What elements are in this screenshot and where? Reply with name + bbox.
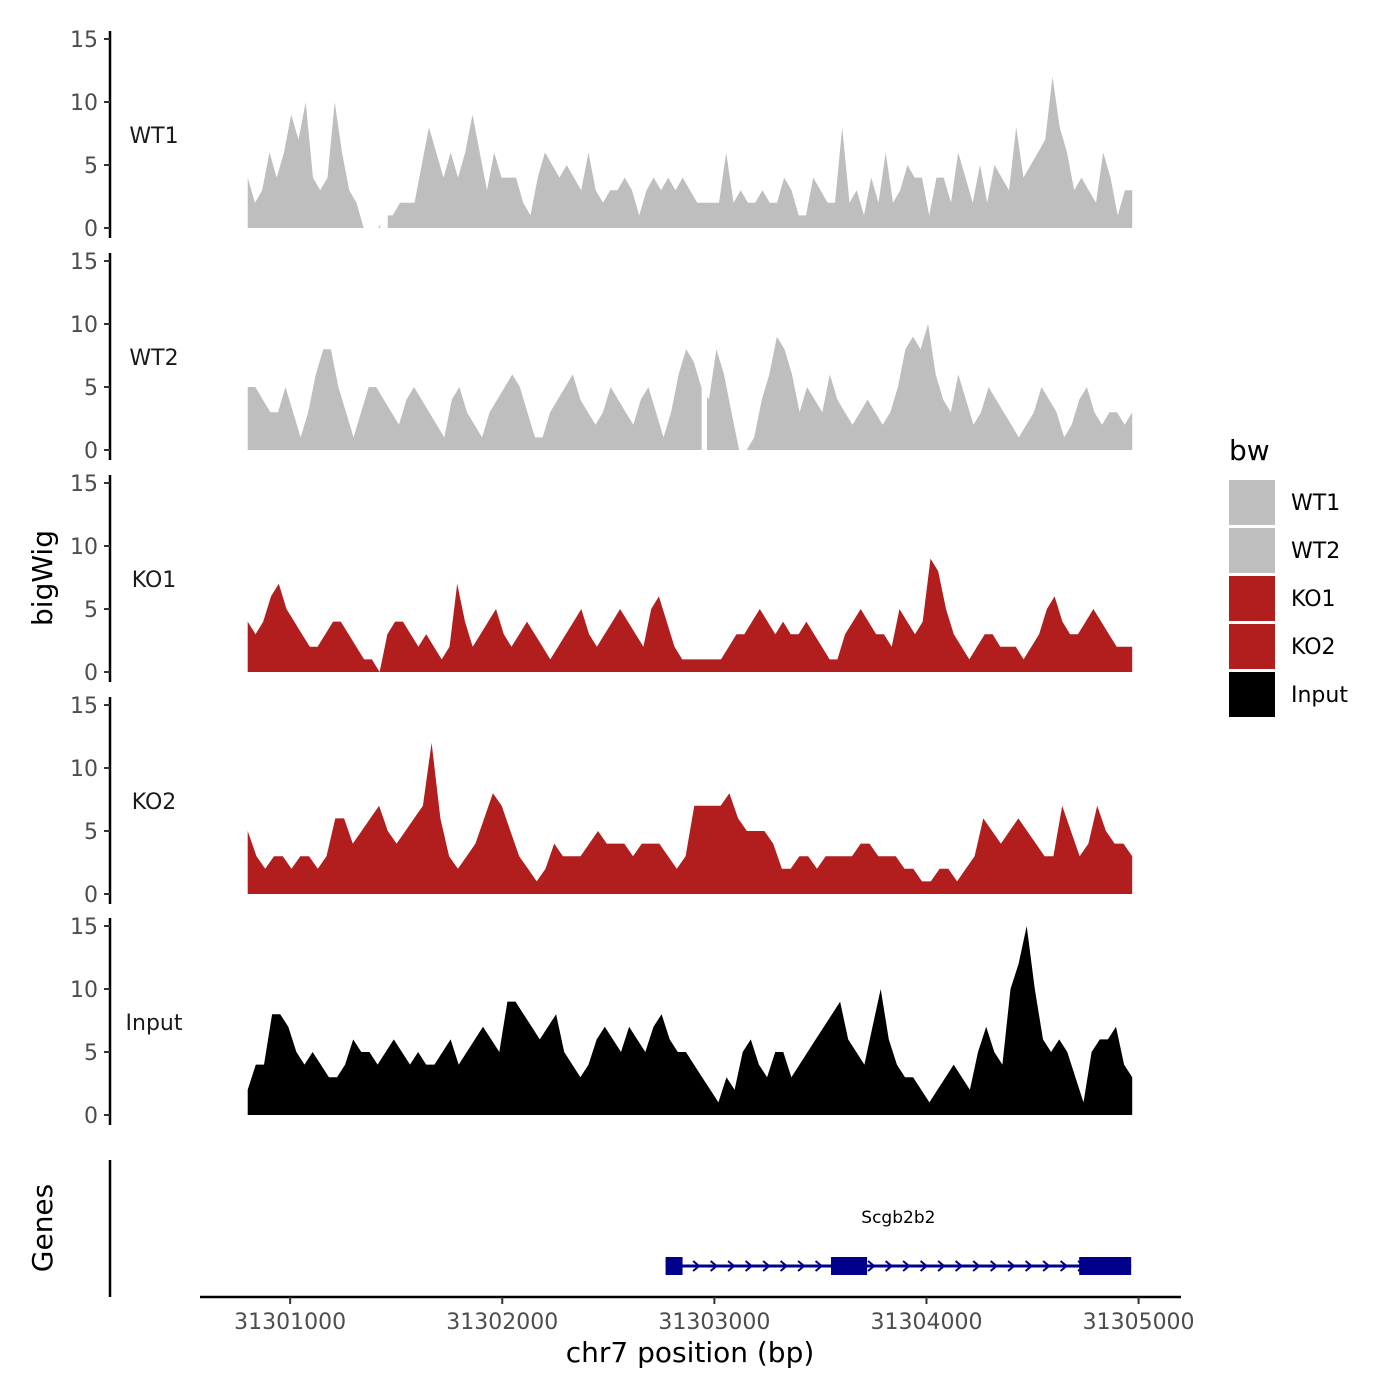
track-ko2: 0 5 10 15 KO2	[70, 694, 1133, 908]
y-tick-label: 5	[84, 1041, 98, 1066]
strand-arrow	[1007, 1260, 1016, 1272]
legend-key-ko2	[1229, 624, 1275, 669]
coverage-area-ko2	[247, 742, 1133, 894]
strand-arrow	[902, 1260, 911, 1272]
legend-label-ko1: KO1	[1291, 587, 1336, 612]
y-tick-label: 10	[70, 91, 98, 116]
strand-arrow	[1042, 1260, 1051, 1272]
gene-track: Scgb2b2	[108, 1160, 1132, 1297]
y-tick-label: 0	[84, 1104, 98, 1129]
strand-arrow	[954, 1260, 964, 1272]
strand-arrow	[692, 1260, 701, 1272]
coverage-gap	[701, 253, 707, 451]
y-tick-label: 15	[70, 250, 98, 275]
y-tick-label: 15	[70, 694, 98, 719]
coverage-area-input	[247, 926, 1133, 1115]
y-tick-label: 5	[84, 154, 98, 179]
coverage-area-wt1	[247, 76, 1133, 228]
strand-arrow	[937, 1260, 946, 1272]
strand-arrow	[762, 1260, 771, 1272]
coverage-tracks: 0 5 10 15 WT1 0 5 10 15 WT2 0 5 10 15 KO1 0 5 10 15 KO2 0 5 10…	[70, 28, 1133, 1129]
strand-arrow	[919, 1260, 929, 1272]
strand-arrow	[814, 1260, 824, 1272]
legend-label-wt1: WT1	[1291, 491, 1340, 516]
y-tick-label: 10	[70, 313, 98, 338]
y-tick-label: 15	[70, 472, 98, 497]
legend-title: bw	[1229, 434, 1270, 467]
y-tick-label: 5	[84, 820, 98, 845]
y-tick-label: 15	[70, 28, 98, 53]
strand-arrow	[1024, 1260, 1034, 1272]
x-axis: 31301000 31302000 31303000 31304000 31305000	[200, 1295, 1195, 1335]
strand-arrow	[884, 1260, 894, 1272]
legend-label-ko2: KO2	[1291, 635, 1336, 660]
strand-arrow	[727, 1260, 736, 1272]
legend-label-wt2: WT2	[1291, 539, 1340, 564]
track-input: 0 5 10 15 Input	[70, 915, 1133, 1129]
y-tick-label: 5	[84, 598, 98, 623]
strand-arrow	[989, 1260, 999, 1272]
strand-arrow	[709, 1260, 719, 1272]
legend-key-wt2	[1229, 528, 1275, 573]
track-label-ko1: KO1	[132, 568, 177, 593]
gene-scgb2b2: Scgb2b2	[665, 1208, 1132, 1275]
strand-arrow	[1059, 1260, 1069, 1272]
track-label-input: Input	[126, 1011, 183, 1036]
y-axis-title-genes: Genes	[26, 1184, 59, 1272]
x-tick-label: 31301000	[234, 1310, 346, 1335]
y-tick-label: 0	[84, 217, 98, 242]
coverage-area-wt2	[247, 324, 1133, 450]
track-wt1: 0 5 10 15 WT1	[70, 28, 1133, 242]
y-tick-label: 10	[70, 978, 98, 1003]
track-label-ko2: KO2	[132, 790, 177, 815]
x-tick-label: 31305000	[1083, 1310, 1195, 1335]
y-tick-label: 0	[84, 661, 98, 686]
y-axis-title-bigwig: bigWig	[26, 530, 59, 626]
y-tick-label: 10	[70, 757, 98, 782]
y-tick-label: 5	[84, 376, 98, 401]
legend: bw WT1 WT2 KO1 KO2 Input	[1229, 434, 1348, 717]
track-ko1: 0 5 10 15 KO1	[70, 472, 1133, 686]
track-label-wt2: WT2	[129, 346, 178, 371]
gene-exon	[1079, 1257, 1132, 1275]
y-tick-label: 0	[84, 439, 98, 464]
strand-arrow	[744, 1260, 754, 1272]
gene-exon	[831, 1257, 868, 1275]
coverage-gap	[380, 31, 388, 229]
y-tick-label: 10	[70, 535, 98, 560]
legend-key-ko1	[1229, 576, 1275, 621]
gene-label: Scgb2b2	[861, 1208, 935, 1228]
track-label-wt1: WT1	[129, 124, 178, 149]
y-tick-label: 15	[70, 915, 98, 940]
strand-arrow	[797, 1260, 806, 1272]
legend-key-wt1	[1229, 480, 1275, 525]
x-axis-title: chr7 position (bp)	[566, 1336, 815, 1369]
strand-arrow	[779, 1260, 789, 1272]
x-tick-label: 31303000	[658, 1310, 770, 1335]
strand-arrow	[972, 1260, 981, 1272]
gene-exon	[665, 1257, 683, 1275]
legend-label-input: Input	[1291, 683, 1348, 708]
coverage-area-ko1	[247, 558, 1133, 672]
x-tick-label: 31302000	[446, 1310, 558, 1335]
x-tick-label: 31304000	[870, 1310, 982, 1335]
legend-key-input	[1229, 672, 1275, 717]
track-wt2: 0 5 10 15 WT2	[70, 250, 1133, 464]
strand-arrow	[867, 1260, 876, 1272]
y-tick-label: 0	[84, 883, 98, 908]
